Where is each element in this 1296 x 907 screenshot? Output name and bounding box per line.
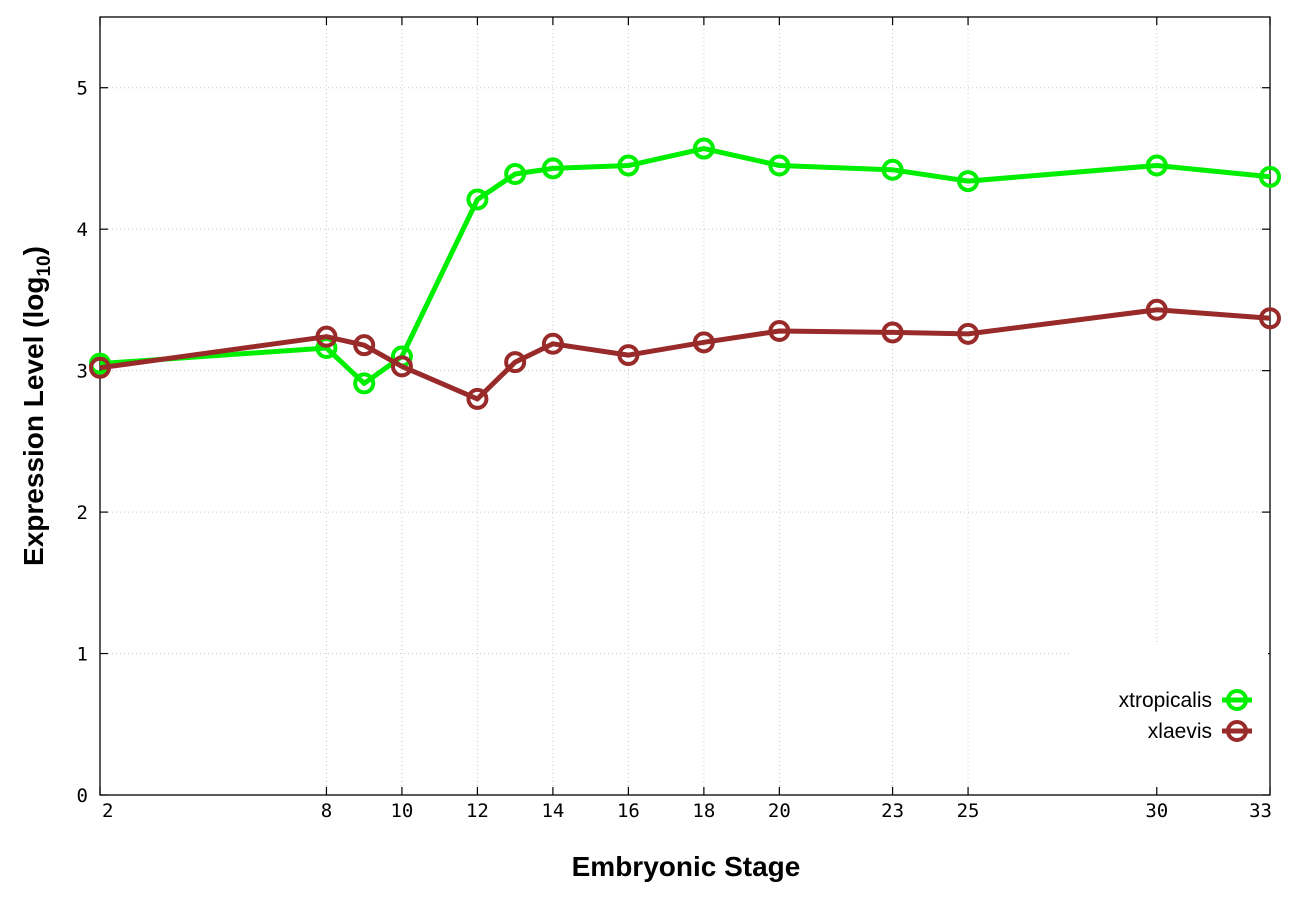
data-point-xlaevis (692, 331, 715, 354)
data-point-xlaevis (768, 320, 791, 343)
data-point-xtropicalis (353, 372, 376, 395)
x-tick-label: 33 (1249, 800, 1272, 822)
legend-marker-xlaevis (1226, 720, 1248, 742)
data-point-xlaevis (617, 344, 640, 367)
data-point-xlaevis (353, 334, 376, 357)
x-tick-label: 25 (957, 800, 980, 822)
data-point-xtropicalis (1259, 165, 1281, 188)
y-tick-label: 5 (77, 78, 88, 100)
legend-label-xtropicalis: xtropicalis (1119, 689, 1212, 712)
series-line-xtropicalis (99, 146, 1271, 386)
data-point-xtropicalis (466, 188, 489, 211)
y-tick-label: 2 (77, 502, 88, 524)
x-tick-label: 14 (541, 800, 564, 822)
series-xtropicalis (89, 137, 1281, 395)
data-point-xtropicalis (881, 158, 904, 181)
data-point-xtropicalis (957, 170, 980, 193)
plot-area-frame (99, 16, 1271, 796)
x-tick-label: 8 (321, 800, 332, 822)
data-point-xtropicalis (768, 154, 791, 177)
data-point-xlaevis (315, 325, 338, 348)
data-point-xtropicalis (541, 157, 564, 180)
y-tick-label: 0 (77, 785, 88, 807)
data-point-xlaevis (390, 355, 413, 378)
legend-label-xlaevis: xlaevis (1148, 720, 1212, 743)
data-point-xlaevis (541, 332, 564, 355)
series-line-xlaevis (99, 307, 1271, 402)
y-tick-label: 4 (77, 219, 88, 241)
x-tick-label: 2 (102, 800, 113, 822)
y-axis-title-subscript: 10 (34, 255, 55, 276)
x-tick-label: 20 (768, 800, 791, 822)
data-point-xlaevis (466, 387, 489, 410)
y-axis-title: Expression Level (log10) (18, 246, 55, 566)
data-point-xlaevis (89, 356, 111, 379)
x-tick-label: 30 (1145, 800, 1168, 822)
x-tick-label: 18 (692, 800, 715, 822)
x-tick-label: 10 (390, 800, 413, 822)
data-point-xtropicalis (504, 163, 527, 186)
legend-marker-xtropicalis (1226, 689, 1248, 711)
data-point-xlaevis (504, 351, 527, 374)
y-axis-title-close: ) (18, 246, 49, 255)
data-point-xlaevis (1145, 298, 1168, 321)
x-axis-title: Embryonic Stage (572, 851, 801, 882)
x-tick-label: 16 (617, 800, 640, 822)
data-point-xlaevis (1259, 307, 1281, 330)
legend: xtropicalis xlaevis (1072, 643, 1268, 753)
y-tick-label: 1 (77, 644, 88, 666)
data-point-xlaevis (881, 321, 904, 344)
x-tick-label: 12 (466, 800, 489, 822)
data-point-xtropicalis (1145, 154, 1168, 177)
series (89, 137, 1281, 410)
x-tick-label: 23 (881, 800, 904, 822)
data-point-xtropicalis (617, 154, 640, 177)
grid (100, 17, 1270, 795)
data-point-xlaevis (957, 322, 980, 345)
y-axis-title-main: Expression Level (log (18, 277, 49, 566)
data-point-xtropicalis (692, 137, 715, 160)
series-xlaevis (89, 298, 1281, 410)
y-tick-label: 3 (77, 361, 88, 383)
